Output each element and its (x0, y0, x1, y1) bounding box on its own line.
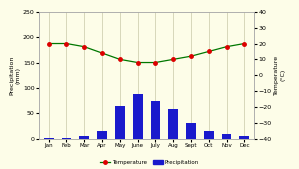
Bar (204, 131, 214, 139)
Bar (62, 138, 71, 139)
Bar (133, 94, 143, 139)
Y-axis label: Precipitation
(mm): Precipitation (mm) (9, 56, 20, 95)
Bar (222, 134, 231, 139)
Bar (97, 131, 107, 139)
Bar (168, 109, 178, 139)
Bar (44, 138, 54, 139)
Legend: Temperature, Precipitation: Temperature, Precipitation (99, 159, 200, 166)
Bar (186, 123, 196, 139)
Y-axis label: Temperature
(°C): Temperature (°C) (274, 55, 285, 95)
Bar (150, 101, 160, 139)
Bar (239, 136, 249, 139)
Bar (115, 106, 125, 139)
Bar (79, 136, 89, 139)
